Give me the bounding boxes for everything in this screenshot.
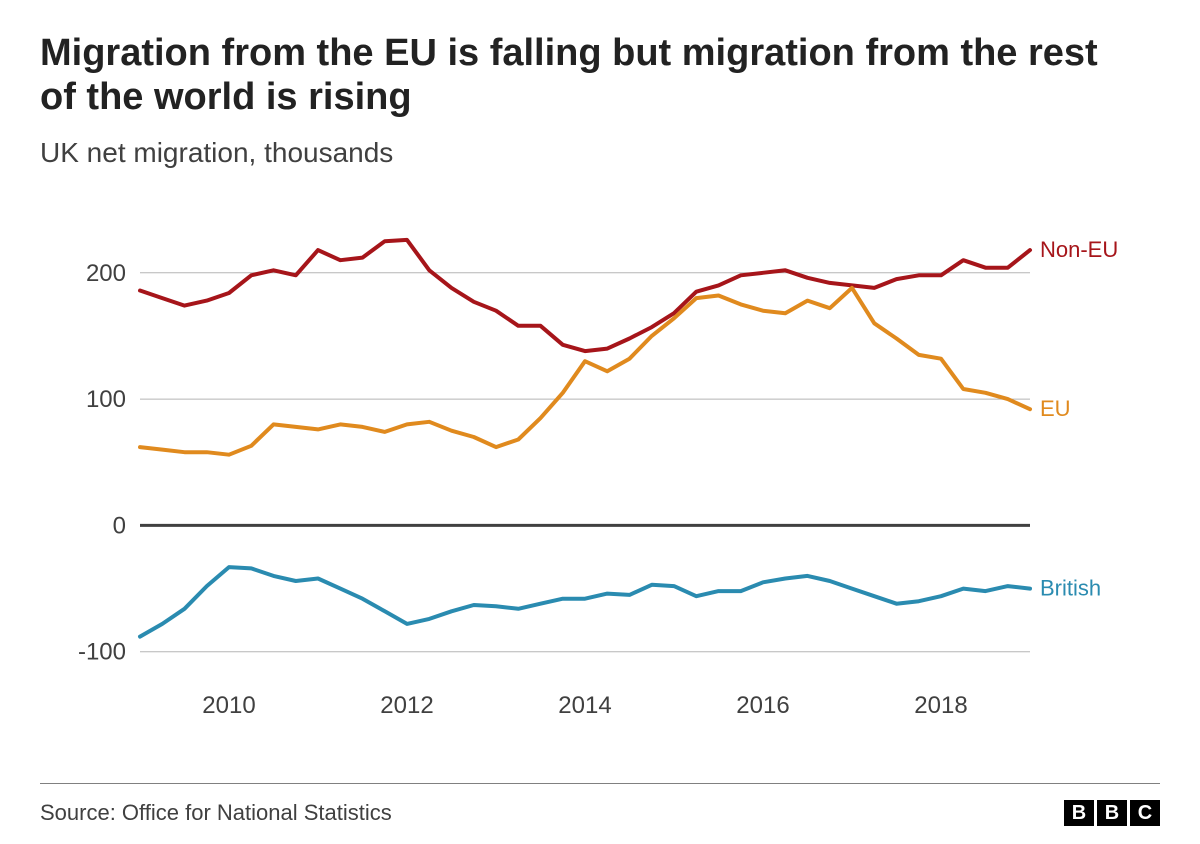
- chart-title: Migration from the EU is falling but mig…: [40, 32, 1120, 119]
- x-tick-label: 2018: [914, 692, 967, 719]
- series-label-eu: EU: [1040, 397, 1071, 422]
- source-text: Source: Office for National Statistics: [40, 800, 392, 826]
- chart-svg: -100 0 100 200 2010 2012 2014 2016 2018 Non-EU EU B…: [40, 177, 1160, 737]
- y-tick-label: -100: [78, 639, 126, 666]
- x-tick-label: 2016: [736, 692, 789, 719]
- y-tick-label: 200: [86, 260, 126, 287]
- footer-rule: [40, 783, 1160, 784]
- bbc-logo-letter: B: [1097, 800, 1127, 826]
- bbc-logo-letter: C: [1130, 800, 1160, 826]
- y-tick-label: 0: [113, 513, 126, 540]
- x-tick-label: 2012: [380, 692, 433, 719]
- series-label-british: British: [1040, 576, 1101, 601]
- series-line-british: [140, 567, 1030, 637]
- bbc-logo-letter: B: [1064, 800, 1094, 826]
- series-label-non-eu: Non-EU: [1040, 237, 1118, 262]
- chart-page: Migration from the EU is falling but mig…: [0, 0, 1200, 844]
- chart-subtitle: UK net migration, thousands: [40, 137, 1160, 169]
- bbc-logo: B B C: [1064, 800, 1160, 826]
- series-line-non-eu: [140, 240, 1030, 351]
- y-tick-label: 100: [86, 386, 126, 413]
- footer: Source: Office for National Statistics B…: [0, 800, 1200, 826]
- x-tick-label: 2014: [558, 692, 611, 719]
- series-line-eu: [140, 288, 1030, 455]
- x-tick-label: 2010: [202, 692, 255, 719]
- line-chart: -100 0 100 200 2010 2012 2014 2016 2018 Non-EU EU B…: [40, 177, 1160, 737]
